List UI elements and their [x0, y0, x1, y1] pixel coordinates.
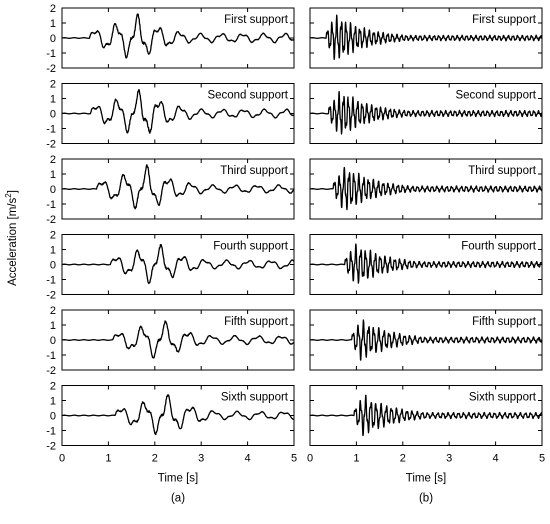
y-tick-label: 2 [50, 79, 56, 91]
panel-label: Fifth support [472, 316, 537, 328]
y-tick-label: -1 [46, 275, 56, 287]
x-axis-title: Time [s] [406, 473, 446, 485]
panel-label: Sixth support [469, 392, 537, 404]
y-tick-label: -1 [46, 426, 56, 438]
series-line [61, 89, 295, 134]
panel-label: First support [224, 14, 289, 26]
panel-label: Third support [468, 165, 537, 177]
subfigure-caption: (b) [419, 493, 433, 505]
y-tick-label: 1 [50, 18, 56, 30]
panel-label: Second support [455, 90, 536, 102]
y-tick-label: 0 [50, 335, 56, 347]
panel-label: Second support [207, 90, 288, 102]
y-tick-label: -2 [46, 290, 56, 302]
series-line [309, 319, 543, 361]
panel-label: Fourth support [213, 241, 289, 253]
x-tick-label: 5 [291, 453, 297, 465]
y-axis-title: Acceleration [m/s2] [4, 190, 19, 286]
x-tick-label: 4 [493, 453, 499, 465]
y-tick-label: -1 [46, 124, 56, 136]
y-tick-label: 1 [50, 320, 56, 332]
series-line [61, 393, 295, 436]
x-tick-label: 2 [400, 453, 406, 465]
x-tick-label: 1 [353, 453, 359, 465]
x-tick-label: 4 [245, 453, 251, 465]
panel-label: Third support [220, 165, 289, 177]
y-tick-label: 1 [50, 245, 56, 257]
series-line [309, 394, 543, 437]
x-tick-label: 0 [59, 453, 65, 465]
y-tick-label: 0 [50, 411, 56, 423]
series-line [309, 243, 543, 284]
y-tick-label: 2 [50, 305, 56, 317]
panel-label: First support [472, 14, 537, 26]
y-tick-label: -1 [46, 350, 56, 362]
y-tick-label: -1 [46, 199, 56, 211]
series-line [309, 91, 543, 135]
panel-a-6: 2 1 0 -1 -2 Sixth support [46, 381, 295, 453]
y-tick-label: 0 [50, 109, 56, 121]
y-tick-label: -2 [46, 139, 56, 151]
panel-a-1: 2 1 0 -1 -2 First support [46, 3, 295, 75]
panel-a-2: 2 1 0 -1 -2 Second support [46, 79, 295, 151]
panel-b-4: Fourth support [309, 234, 543, 295]
y-tick-label: -2 [46, 365, 56, 377]
y-tick-label: 1 [50, 94, 56, 106]
y-tick-label: -1 [46, 48, 56, 60]
panel-a-5: 2 1 0 -1 -2 Fifth support [46, 305, 295, 377]
y-tick-label: 1 [50, 396, 56, 408]
panel-a-3: 2 1 0 -1 -2 Third support [46, 154, 295, 226]
series-line [61, 13, 295, 59]
y-tick-label: 2 [50, 230, 56, 242]
x-tick-label: 5 [539, 453, 545, 465]
y-tick-label: 0 [50, 184, 56, 196]
panel-b-1: First support [309, 7, 543, 69]
x-tick-label: 0 [307, 453, 313, 465]
panel-b-5: Fifth support [309, 309, 543, 371]
y-tick-label: 0 [50, 33, 56, 45]
y-tick-label: 2 [50, 3, 56, 15]
y-tick-label: -2 [46, 441, 56, 453]
x-tick-label: 1 [105, 453, 111, 465]
panel-label: Fourth support [461, 241, 537, 253]
series-line [309, 166, 543, 211]
panel-label: Sixth support [221, 392, 289, 404]
series-line [61, 164, 295, 210]
x-tick-label: 3 [198, 453, 204, 465]
series-line [61, 243, 295, 285]
series-line [61, 320, 295, 359]
panel-b-3: Third support [309, 158, 543, 220]
y-tick-label: -2 [46, 63, 56, 75]
series-line [309, 14, 543, 60]
panel-label: Fifth support [224, 316, 289, 328]
y-tick-label: 2 [50, 154, 56, 166]
panel-b-2: Second support [309, 83, 543, 144]
panel-b-6: Sixth support [309, 385, 543, 446]
panel-a-4: 2 1 0 -1 -2 Fourth support [46, 230, 295, 302]
x-tick-label: 3 [446, 453, 452, 465]
y-tick-label: 1 [50, 169, 56, 181]
y-tick-label: 0 [50, 260, 56, 272]
y-tick-label: 2 [50, 381, 56, 393]
subfigure-caption: (a) [171, 493, 185, 505]
x-tick-label: 2 [152, 453, 158, 465]
y-tick-label: -2 [46, 214, 56, 226]
x-axis-title: Time [s] [158, 473, 198, 485]
